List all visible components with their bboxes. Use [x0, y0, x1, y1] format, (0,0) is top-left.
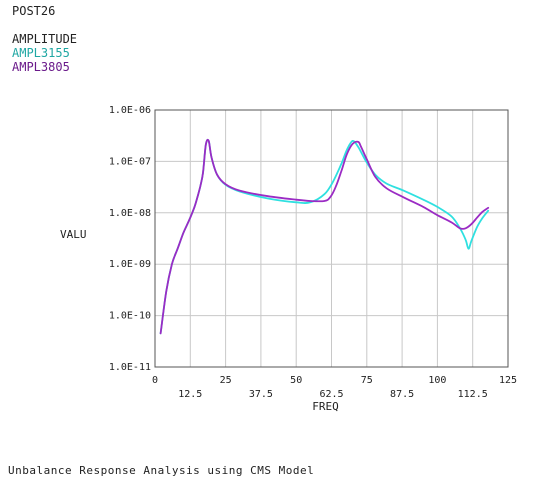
x-tick-label: 75	[361, 375, 373, 386]
x-tick-label: 62.5	[319, 389, 343, 400]
x-tick-label: 50	[290, 375, 302, 386]
legend-entry-ampl3805: AMPL3805	[12, 60, 70, 74]
x-tick-label: 37.5	[249, 389, 273, 400]
x-axis-label: FREQ	[312, 400, 339, 413]
plot-title: AMPLITUDE	[12, 32, 78, 46]
y-tick-label: 1.0E-07	[109, 156, 151, 167]
y-tick-label: 1.0E-11	[109, 362, 151, 373]
x-tick-label: 87.5	[390, 389, 414, 400]
plot-frame	[154, 109, 509, 368]
legend-entry-ampl3155: AMPL3155	[12, 46, 70, 60]
y-axis-label: VALU	[60, 228, 87, 241]
x-tick-label: 125	[499, 375, 517, 386]
y-tick-label: 1.0E-06	[109, 105, 151, 116]
x-tick-label: 25	[220, 375, 232, 386]
series-line-ampl3805	[159, 138, 490, 335]
program-label: POST26	[12, 4, 56, 18]
y-tick-label: 1.0E-10	[109, 311, 151, 322]
footer-caption: Unbalance Response Analysis using CMS Mo…	[8, 464, 315, 477]
x-tick-label: 12.5	[178, 389, 202, 400]
y-tick-label: 1.0E-08	[109, 208, 151, 219]
series-line-ampl3155	[159, 138, 490, 335]
x-tick-label: 0	[152, 375, 158, 386]
x-tick-label: 100	[428, 375, 446, 386]
y-tick-label: 1.0E-09	[109, 259, 151, 270]
x-tick-label: 112.5	[458, 389, 488, 400]
